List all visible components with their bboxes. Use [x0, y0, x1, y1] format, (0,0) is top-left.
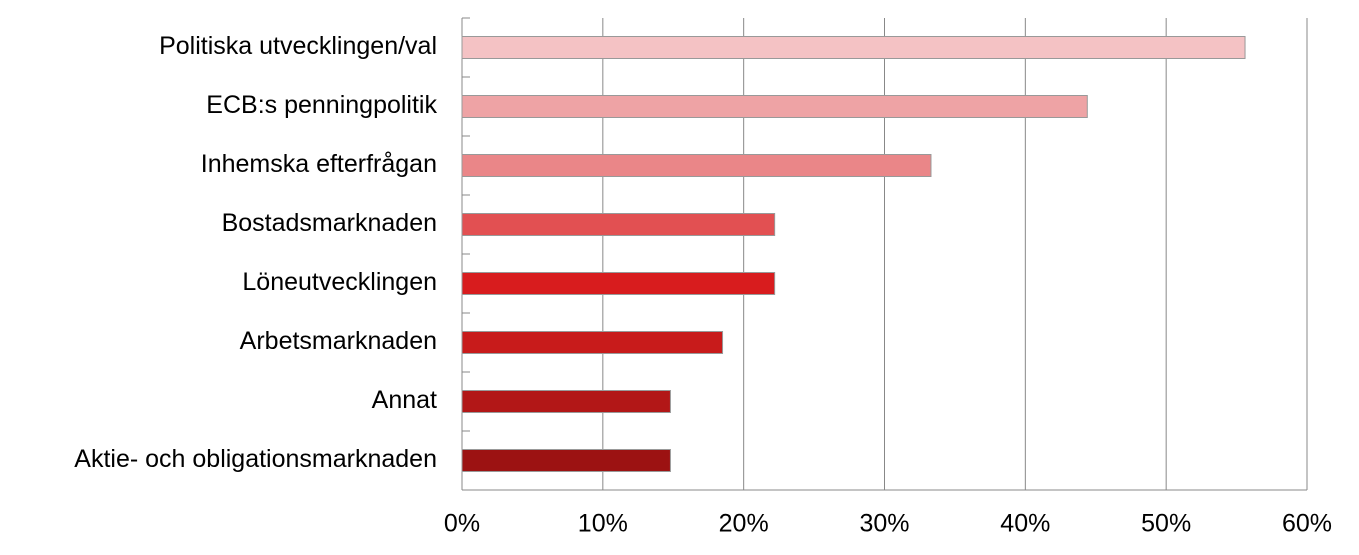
y-tick-label: Bostadsmarknaden — [222, 209, 437, 237]
y-tick-label: Politiska utvecklingen/val — [159, 32, 437, 60]
bar — [461, 95, 1088, 118]
x-tick-label: 50% — [1141, 510, 1191, 538]
y-tick-label: Löneutvecklingen — [242, 268, 437, 296]
bar — [461, 36, 1246, 59]
y-tick-label: Arbetsmarknaden — [240, 327, 437, 355]
y-tick-label: Annat — [372, 386, 437, 414]
y-tick-label: Aktie- och obligationsmarknaden — [74, 445, 437, 473]
x-tick-label: 0% — [444, 510, 480, 538]
bar — [461, 449, 671, 472]
bar — [461, 213, 776, 236]
bar — [461, 331, 724, 354]
bar — [461, 272, 776, 295]
x-tick-label: 10% — [578, 510, 628, 538]
y-tick-label: Inhemska efterfrågan — [201, 150, 437, 178]
x-tick-label: 60% — [1282, 510, 1332, 538]
x-tick-label: 30% — [859, 510, 909, 538]
bar — [461, 154, 932, 177]
x-tick-label: 20% — [719, 510, 769, 538]
y-tick-label: ECB:s penningpolitik — [206, 91, 437, 119]
bar — [461, 390, 671, 413]
x-tick-label: 40% — [1000, 510, 1050, 538]
